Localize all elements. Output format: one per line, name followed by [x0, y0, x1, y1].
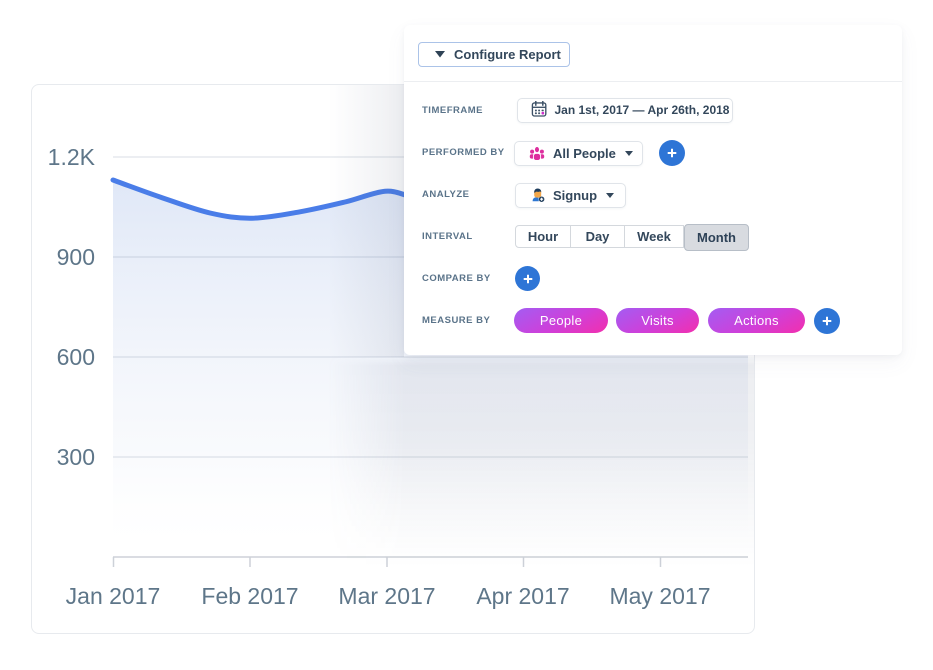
svg-text:Mar 2017: Mar 2017	[338, 583, 435, 609]
svg-text:600: 600	[57, 344, 95, 370]
svg-text:Feb 2017: Feb 2017	[201, 583, 298, 609]
svg-text:1.2K: 1.2K	[48, 144, 96, 170]
svg-text:May 2017: May 2017	[609, 583, 710, 609]
svg-text:Jan 2017: Jan 2017	[66, 583, 161, 609]
svg-text:900: 900	[57, 244, 95, 270]
svg-text:300: 300	[57, 444, 95, 470]
svg-text:Apr 2017: Apr 2017	[476, 583, 569, 609]
